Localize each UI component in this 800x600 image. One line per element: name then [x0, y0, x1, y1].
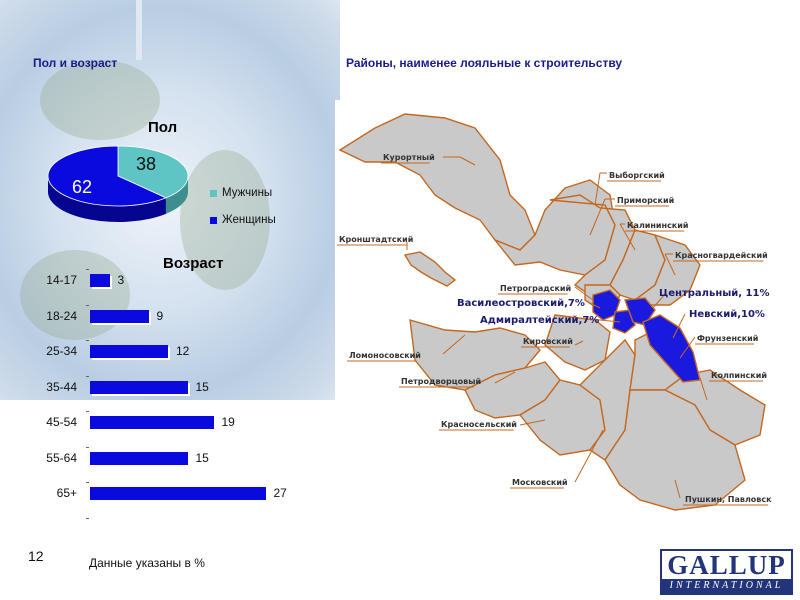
- legend-label-women: Женщины: [222, 214, 276, 226]
- axis-tick: [86, 411, 89, 412]
- bar-value-label: 3: [117, 273, 125, 287]
- map-label-tsentralny: Центральный, 11%: [659, 288, 770, 299]
- map-label-primorsky: Приморский: [617, 196, 674, 205]
- map-label-krasnoselsky: Красносельский: [441, 420, 517, 429]
- pie-chart: [47, 145, 189, 222]
- pie-slice-side-1: [48, 176, 166, 222]
- section-header-districts: Районы, наименее лояльные к строительств…: [346, 56, 623, 70]
- bar-value-label: 27: [273, 486, 287, 500]
- map-label-krasnogvardeysky: Красногвардейский: [675, 251, 768, 260]
- gallup-logo: GALLUP INTERNATIONAL: [660, 549, 793, 595]
- map-label-lomonosovsky: Ломоносовский: [349, 351, 421, 360]
- logo-bottom-text: INTERNATIONAL: [662, 579, 791, 593]
- pie-slice-side-0: [165, 176, 188, 214]
- map-label-petrodvortsovy: Петродворцовый: [401, 377, 481, 386]
- map-label-kronshtadtsky: Кронштадтский: [339, 235, 413, 244]
- bar-25-34: [90, 345, 168, 358]
- bar-chart-title: Возраст: [163, 255, 224, 272]
- bar-14-17: [90, 274, 110, 287]
- map-label-kalininsky: Калининский: [627, 221, 688, 230]
- pie-label-men: 38: [136, 154, 157, 174]
- bar-45-54: [90, 416, 214, 429]
- map-label-kirovsky: Кировский: [523, 337, 573, 346]
- map-label-kolpinsky: Колпинский: [711, 371, 767, 380]
- axis-tick: [86, 482, 89, 483]
- map-label-moskovsky: Московский: [512, 478, 568, 487]
- axis-tick: [86, 517, 89, 519]
- bar-category-label: 45-54: [46, 415, 77, 429]
- decor-strip: [136, 0, 142, 60]
- bar-value-label: 15: [195, 450, 209, 465]
- pie-label-women: 62: [72, 177, 93, 197]
- map-label-vasileostrovsky: Василеостровский,7%: [457, 298, 585, 309]
- district-admiralteysky: [612, 309, 636, 334]
- bar-category-label: 65+: [56, 486, 77, 500]
- pie-slice-Мужчины: [117, 145, 189, 199]
- district-tsentralny: [624, 297, 656, 326]
- axis-tick: [86, 304, 89, 306]
- bar-category-label: 25-34: [46, 344, 77, 358]
- bar-35-44: [90, 380, 188, 394]
- axis-tick: [86, 375, 89, 377]
- legend-item-women: Женщины: [210, 214, 276, 226]
- legend-swatch-women: [210, 216, 217, 224]
- district-lomonosovsky: [409, 319, 541, 391]
- axis-tick: [86, 446, 89, 448]
- district-kirovsky: [544, 314, 611, 371]
- map-label-petrogradsky: Петроградский: [500, 284, 571, 293]
- district-nevsky: [642, 314, 701, 383]
- map-label-vyborgsky: Выборгский: [609, 170, 665, 180]
- axis-tick: [86, 269, 89, 270]
- legend-label-men: Мужчины: [222, 187, 273, 199]
- bar-category-label: 55-64: [46, 450, 77, 465]
- bar-value-label: 12: [176, 344, 190, 358]
- bar-category-label: 14-17: [46, 273, 77, 287]
- district-map: Курортный Выборгский Приморский Калининский…: [335, 100, 777, 513]
- map-label-frunzensky: Фрунзенский: [697, 334, 758, 343]
- district-krasnogvardeysky: [633, 233, 701, 306]
- axis-tick: [86, 340, 89, 341]
- bar-18-24: [90, 309, 149, 323]
- map-label-pushkinsky: Пушкин, Павловск: [685, 495, 772, 504]
- bar-65+: [90, 487, 266, 500]
- bar-value-label: 19: [221, 415, 235, 429]
- bar-category-label: 35-44: [46, 379, 77, 394]
- bar-value-label: 9: [156, 308, 164, 323]
- bar-category-label: 18-24: [46, 308, 77, 323]
- pie-slice-Женщины: [47, 145, 167, 207]
- district-kronshtadtsky: [403, 251, 457, 287]
- map-label-admiralteysky: Адмиралтейский,7%: [480, 315, 599, 326]
- bar-55-64: [90, 451, 188, 465]
- page-number: 12: [28, 548, 44, 564]
- bar-value-label: 15: [195, 379, 209, 394]
- pie-title: Пол: [148, 119, 178, 136]
- map-label-nevsky: Невский,10%: [689, 309, 765, 320]
- data-note: Данные указаны в %: [89, 556, 205, 570]
- section-header-gender-age: Пол и возраст: [33, 56, 118, 70]
- map-label-kurortny: Курортный: [383, 153, 435, 162]
- legend-swatch-men: [210, 189, 217, 197]
- logo-top-text: GALLUP: [667, 550, 786, 580]
- legend-item-men: Мужчины: [210, 187, 272, 199]
